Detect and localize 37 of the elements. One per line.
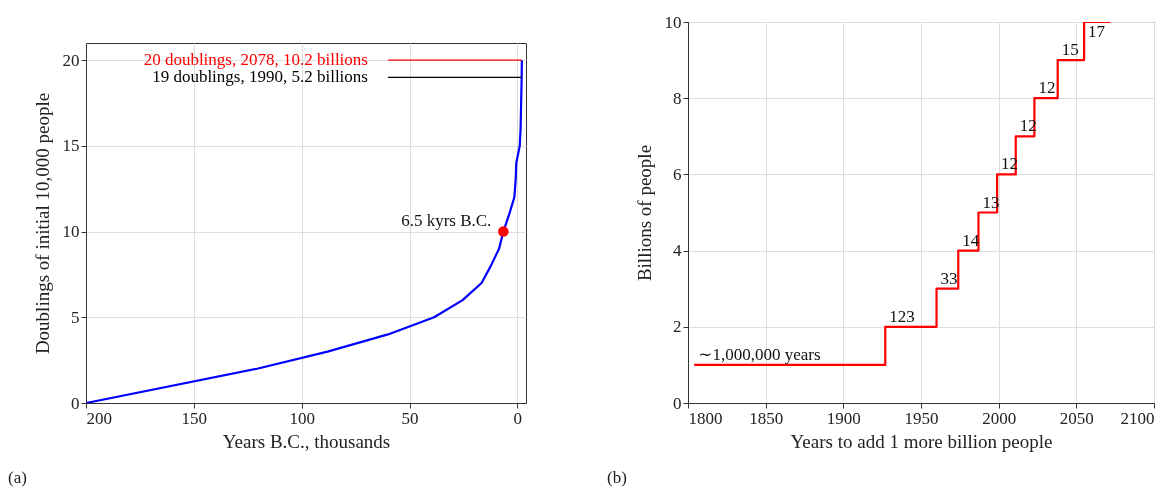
- x-tick-label: 100: [289, 408, 315, 428]
- x-tick-label: 2050: [1059, 408, 1094, 428]
- x-axis-title: Years to add 1 more billion people: [790, 430, 1053, 452]
- annotation: 6.5 kyrs B.C.: [401, 210, 492, 230]
- annotation: 123: [889, 306, 915, 326]
- x-tick-label: 2000: [982, 408, 1017, 428]
- text: (b): [607, 468, 627, 488]
- x-tick-label: 200: [86, 408, 112, 428]
- x-tick-label: 0: [513, 408, 523, 428]
- y-tick-label: 20: [62, 50, 80, 70]
- annotation: 12: [1038, 78, 1056, 98]
- y-tick-label: 15: [62, 136, 80, 156]
- y-tick-label: 6: [673, 164, 682, 184]
- series-label: 20 doublings, 2078, 10.2 billions: [143, 50, 368, 70]
- x-tick-label: 150: [181, 408, 208, 428]
- y-axis-title: Billions of people: [633, 144, 655, 282]
- y-tick-label: 4: [673, 241, 682, 261]
- y-tick-label: 0: [71, 393, 80, 413]
- y-tick-label: 0: [673, 393, 682, 413]
- x-axis-title: Years B.C., thousands: [222, 430, 391, 452]
- annotation: 15: [1061, 40, 1079, 60]
- y-tick-label: 10: [664, 12, 682, 32]
- x-tick-label: 50: [401, 408, 419, 428]
- x-tick-label: 1800: [688, 408, 723, 428]
- annotation: ∼1,000,000 years: [698, 344, 821, 364]
- x-tick-label: 1950: [904, 408, 939, 428]
- annotation: 17: [1088, 22, 1106, 41]
- y-tick-label: 5: [71, 307, 80, 327]
- y-axis-title: Doublings of initial 10,000 people: [31, 92, 53, 355]
- y-tick-label: 10: [62, 222, 80, 242]
- x-tick-label: 2100: [1120, 408, 1155, 428]
- annotation: 33: [940, 268, 958, 288]
- y-tick-label: 2: [673, 317, 682, 337]
- x-tick-label: 1900: [826, 408, 861, 428]
- x-tick-label: 1850: [749, 408, 784, 428]
- y-tick-label: 8: [673, 88, 682, 108]
- text: (a): [8, 468, 27, 488]
